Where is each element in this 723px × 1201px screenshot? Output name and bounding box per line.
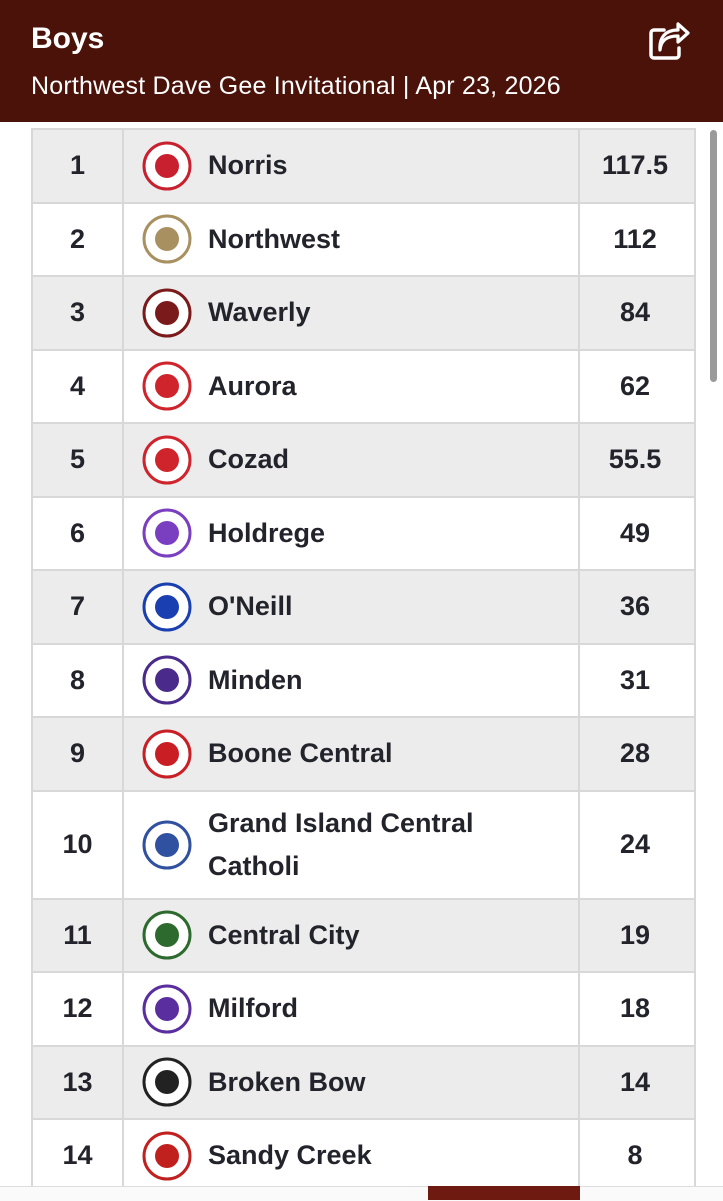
score: 14 — [619, 1066, 651, 1097]
rank: 13 — [33, 1046, 124, 1118]
team-name: Aurora — [208, 370, 297, 401]
score: 49 — [619, 517, 651, 548]
team-name: Sandy Creek — [208, 1140, 372, 1171]
team-logo — [142, 729, 192, 779]
table-row: 7 O'Neill 36 — [33, 571, 694, 645]
team-name: Northwest — [208, 223, 341, 254]
team-name: O'Neill — [208, 591, 293, 622]
team-cell: Sandy Creek — [124, 1120, 580, 1192]
table-row: 11 Central City 19 — [33, 899, 694, 973]
rank: 4 — [33, 350, 124, 422]
team-logo — [142, 655, 192, 705]
team-logo — [142, 1131, 192, 1181]
header: Boys Northwest Dave Gee Invitational | A… — [0, 0, 723, 122]
team-name: Milford — [208, 993, 298, 1024]
team-logo — [142, 361, 192, 411]
rank: 11 — [33, 899, 124, 971]
team-name: Minden — [208, 664, 303, 695]
team-logo — [142, 435, 192, 485]
team-logo — [142, 984, 192, 1034]
rank: 9 — [33, 718, 124, 790]
rank: 12 — [33, 973, 124, 1045]
rank: 7 — [33, 571, 124, 643]
team-cell: Norris — [124, 130, 580, 202]
team-name: Cozad — [208, 444, 289, 475]
team-logo — [142, 1057, 192, 1107]
rank: 14 — [33, 1120, 124, 1192]
score: 36 — [619, 591, 651, 622]
table-row: 1 Norris 117.5 — [33, 130, 694, 204]
share-button[interactable] — [648, 22, 690, 62]
score: 55.5 — [608, 444, 662, 475]
team-cell: Northwest — [124, 203, 580, 275]
rank: 5 — [33, 424, 124, 496]
team-logo — [142, 820, 192, 869]
team-cell: Waverly — [124, 277, 580, 349]
score: 117.5 — [601, 150, 669, 181]
bottom-bar — [0, 1186, 723, 1201]
team-cell: Aurora — [124, 350, 580, 422]
team-cell: Holdrege — [124, 497, 580, 569]
team-cell: Milford — [124, 973, 580, 1045]
score: 24 — [619, 829, 651, 859]
team-name: Waverly — [208, 297, 311, 328]
team-name: Central City — [208, 919, 360, 950]
table-row: 13 Broken Bow 14 — [33, 1046, 694, 1120]
results-table: 1 Norris 117.5 2 Northwest 112 3 Waverly 84 4 Auro… — [31, 128, 696, 1194]
score: 18 — [619, 993, 651, 1024]
rank: 10 — [33, 791, 124, 898]
bottom-tab[interactable] — [428, 1186, 580, 1200]
score: 84 — [619, 297, 651, 328]
team-cell: Grand Island Central Catholi — [124, 791, 580, 898]
team-name: Norris — [208, 150, 288, 181]
team-name: Grand Island Central Catholi — [208, 807, 474, 881]
score: 31 — [619, 664, 651, 695]
table-row: 4 Aurora 62 — [33, 350, 694, 424]
score: 8 — [627, 1140, 643, 1171]
table-row: 3 Waverly 84 — [33, 277, 694, 351]
table-row: 10 Grand Island Central Catholi 24 — [33, 791, 694, 900]
team-logo — [142, 910, 192, 960]
score: 112 — [613, 223, 657, 254]
team-name: Boone Central — [208, 738, 393, 769]
team-cell: O'Neill — [124, 571, 580, 643]
rank: 8 — [33, 644, 124, 716]
table-row: 14 Sandy Creek 8 — [33, 1120, 694, 1194]
team-logo — [142, 582, 192, 632]
table-row: 12 Milford 18 — [33, 973, 694, 1047]
scrollbar — [710, 130, 717, 382]
team-name: Holdrege — [208, 517, 326, 548]
table-row: 2 Northwest 112 — [33, 203, 694, 277]
team-cell: Central City — [124, 899, 580, 971]
table-row: 5 Cozad 55.5 — [33, 424, 694, 498]
rank: 6 — [33, 497, 124, 569]
score: 28 — [619, 738, 651, 769]
team-logo — [142, 141, 192, 191]
team-logo — [142, 508, 192, 558]
score: 62 — [619, 370, 651, 401]
table-row: 8 Minden 31 — [33, 644, 694, 718]
rank: 3 — [33, 277, 124, 349]
score: 19 — [619, 919, 651, 950]
rank: 1 — [33, 130, 124, 202]
table-row: 6 Holdrege 49 — [33, 497, 694, 571]
rank: 2 — [33, 203, 124, 275]
team-cell: Minden — [124, 644, 580, 716]
team-logo — [142, 214, 192, 264]
team-cell: Broken Bow — [124, 1046, 580, 1118]
table-row: 9 Boone Central 28 — [33, 718, 694, 792]
team-logo — [142, 288, 192, 338]
team-cell: Boone Central — [124, 718, 580, 790]
team-name: Broken Bow — [208, 1066, 366, 1097]
team-cell: Cozad — [124, 424, 580, 496]
header-title: Boys — [31, 22, 105, 55]
header-subtitle: Northwest Dave Gee Invitational | Apr 23… — [31, 72, 561, 100]
